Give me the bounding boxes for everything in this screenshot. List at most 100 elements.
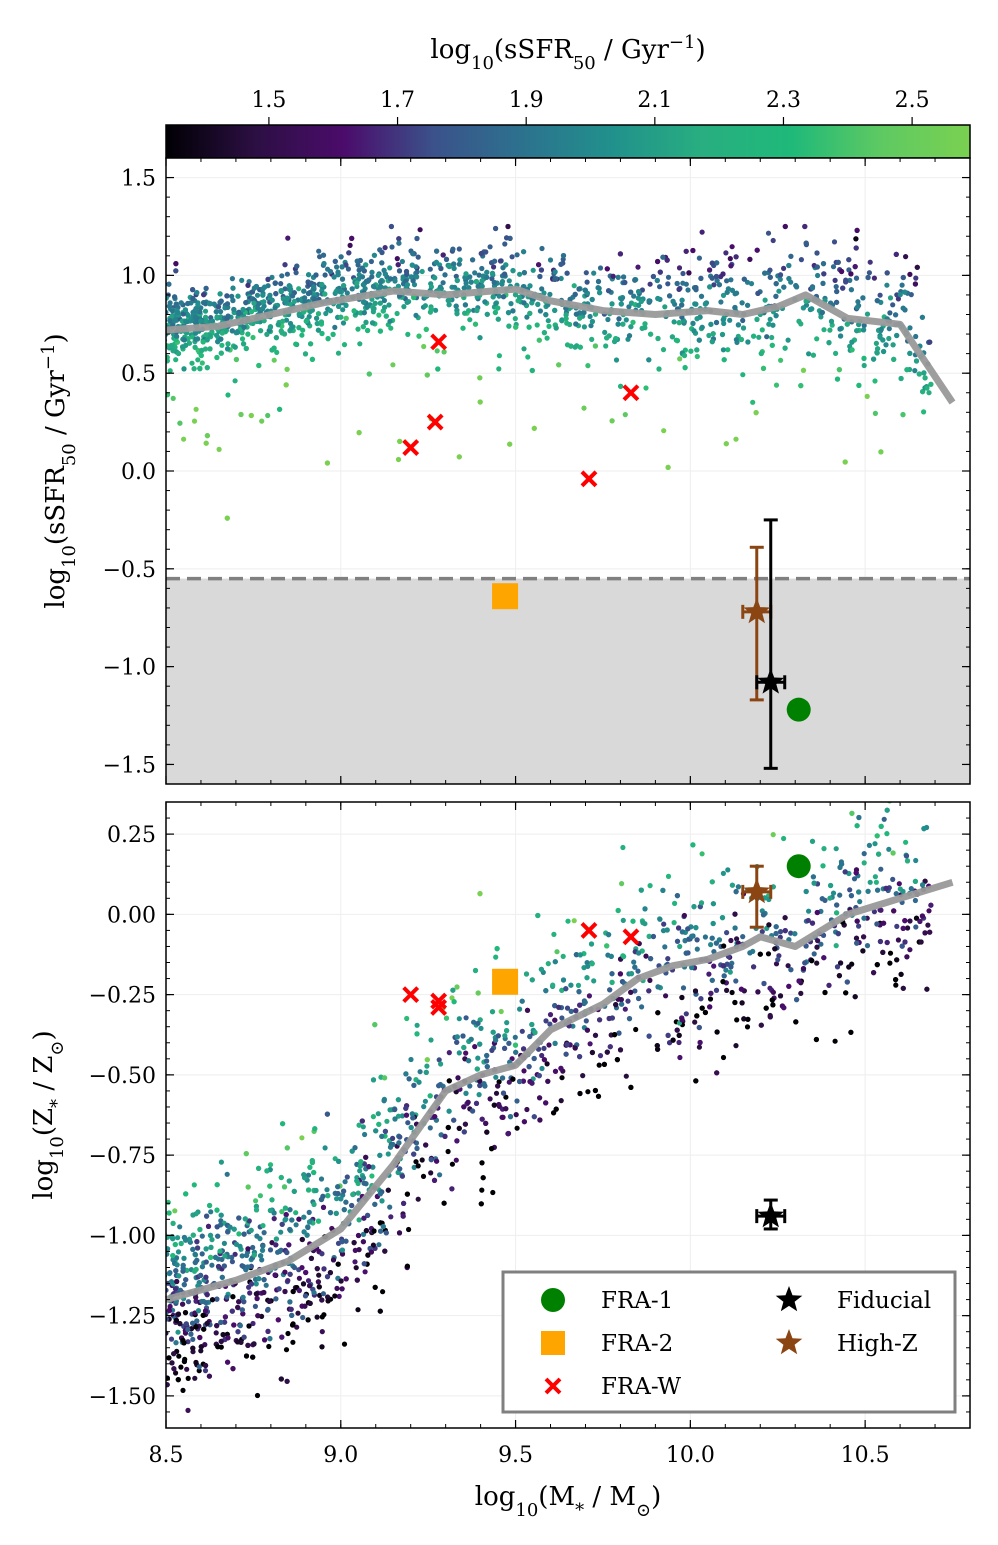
galaxy-point: [648, 331, 654, 337]
galaxy-point: [160, 345, 165, 350]
galaxy-point: [552, 1017, 558, 1023]
galaxy-point: [620, 844, 626, 851]
galaxy-point: [370, 320, 376, 326]
galaxy-point: [197, 1226, 203, 1233]
galaxy-point: [157, 315, 162, 320]
galaxy-point: [193, 406, 199, 412]
galaxy-point: [490, 1189, 496, 1196]
galaxy-point: [160, 1328, 165, 1333]
galaxy-point: [857, 899, 863, 905]
galaxy-point: [753, 410, 759, 416]
galaxy-point: [267, 1183, 273, 1189]
galaxy-point: [288, 1306, 294, 1312]
galaxy-point: [146, 329, 151, 334]
galaxy-point: [294, 1324, 300, 1330]
galaxy-point: [512, 292, 519, 298]
galaxy-point: [147, 317, 152, 322]
galaxy-point: [337, 289, 343, 295]
galaxy-point: [890, 302, 896, 308]
galaxy-point: [183, 1321, 189, 1327]
galaxy-point: [159, 312, 164, 317]
fra-w-marker: [402, 439, 420, 456]
galaxy-point: [152, 313, 157, 318]
galaxy-point: [149, 326, 154, 331]
galaxy-point: [312, 296, 318, 302]
galaxy-point: [387, 1204, 393, 1210]
galaxy-point: [282, 1269, 288, 1275]
galaxy-point: [750, 399, 756, 405]
galaxy-point: [146, 319, 151, 324]
galaxy-point: [699, 1005, 705, 1011]
galaxy-point: [147, 307, 152, 312]
galaxy-point: [487, 244, 493, 250]
galaxy-point: [601, 1061, 608, 1067]
galaxy-point: [720, 870, 727, 877]
galaxy-point: [368, 258, 374, 265]
galaxy-point: [154, 1276, 159, 1281]
ytick-label: 1.5: [121, 167, 156, 192]
galaxy-point: [685, 926, 691, 932]
galaxy-point: [250, 1354, 256, 1360]
galaxy-point: [898, 375, 904, 382]
galaxy-point: [256, 362, 262, 369]
galaxy-point: [149, 330, 154, 335]
galaxy-point: [191, 1182, 197, 1188]
galaxy-point: [149, 326, 154, 331]
galaxy-point: [921, 826, 927, 832]
galaxy-point: [172, 1208, 178, 1214]
galaxy-point: [355, 1190, 361, 1196]
galaxy-point: [158, 319, 163, 324]
galaxy-point: [146, 314, 151, 319]
galaxy-point: [152, 1357, 157, 1362]
galaxy-point: [517, 294, 523, 300]
galaxy-point: [690, 247, 696, 254]
galaxy-point: [437, 1172, 443, 1178]
galaxy-point: [890, 342, 896, 348]
galaxy-point: [376, 1242, 382, 1248]
bottom-panel: −1.50−1.25−1.00−0.75−0.50−0.250.000.258.…: [29, 801, 971, 1521]
galaxy-point: [246, 1218, 252, 1224]
galaxy-point: [278, 1174, 284, 1181]
galaxy-point: [157, 1272, 162, 1277]
galaxy-point: [466, 308, 472, 314]
galaxy-point: [531, 425, 537, 431]
galaxy-point: [559, 1075, 565, 1081]
galaxy-point: [254, 1295, 260, 1302]
galaxy-point: [786, 262, 792, 269]
galaxy-point: [565, 918, 571, 924]
galaxy-point: [597, 1053, 604, 1059]
galaxy-point: [854, 918, 860, 924]
galaxy-point: [150, 1295, 155, 1300]
galaxy-point: [334, 264, 340, 270]
galaxy-point: [886, 335, 892, 342]
galaxy-point: [796, 318, 802, 324]
galaxy-point: [833, 350, 839, 356]
galaxy-point: [218, 1159, 224, 1165]
galaxy-point: [394, 256, 400, 262]
galaxy-point: [236, 311, 242, 317]
galaxy-point: [536, 337, 542, 343]
galaxy-point: [286, 283, 292, 289]
galaxy-point: [192, 1375, 198, 1381]
galaxy-point: [301, 1214, 307, 1220]
galaxy-point: [152, 307, 157, 312]
galaxy-point: [417, 1069, 423, 1075]
galaxy-point: [154, 1262, 159, 1267]
galaxy-point: [214, 1207, 220, 1213]
galaxy-point: [914, 264, 920, 270]
galaxy-point: [734, 1017, 740, 1023]
galaxy-point: [874, 833, 880, 839]
galaxy-point: [416, 333, 422, 339]
galaxy-point: [271, 357, 277, 363]
galaxy-point: [577, 315, 583, 321]
galaxy-point: [815, 938, 821, 944]
galaxy-point: [775, 957, 781, 963]
galaxy-point: [484, 274, 490, 280]
galaxy-point: [766, 321, 772, 327]
galaxy-point: [527, 310, 533, 316]
galaxy-point: [277, 1248, 283, 1254]
galaxy-point: [154, 290, 159, 295]
galaxy-point: [843, 990, 849, 996]
galaxy-point: [745, 339, 751, 345]
galaxy-point: [506, 1040, 512, 1046]
